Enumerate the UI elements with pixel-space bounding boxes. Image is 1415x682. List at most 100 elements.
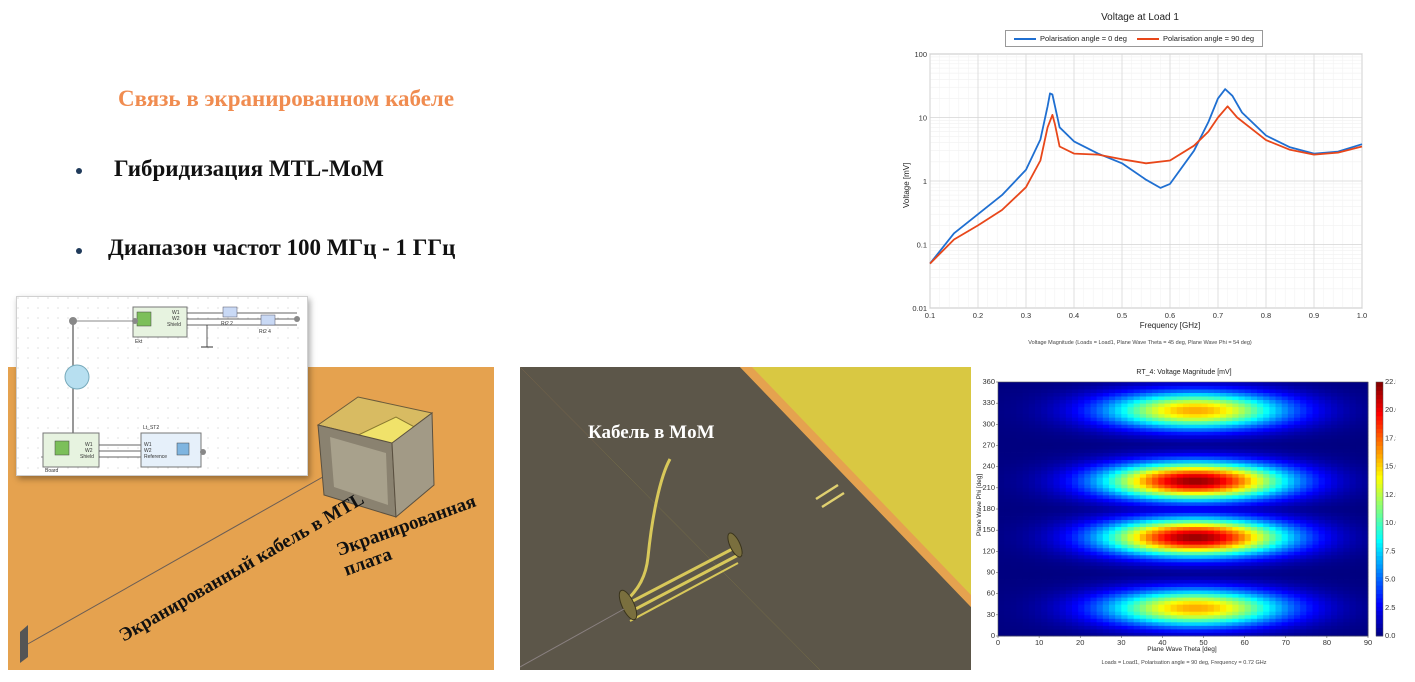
heatmap-cell xyxy=(1213,551,1221,556)
heatmap-cell xyxy=(1220,604,1227,609)
heatmap-cell xyxy=(1121,505,1128,510)
heatmap-cell xyxy=(1059,512,1067,517)
heatmap-cell xyxy=(1004,441,1011,446)
heatmap-cell xyxy=(1312,632,1320,637)
heatmap-cell xyxy=(1257,456,1264,461)
heatmap-cell xyxy=(1072,392,1079,397)
heatmap-cell xyxy=(1059,576,1067,580)
heatmap-cell xyxy=(1035,632,1042,637)
heatmap-cell xyxy=(1312,477,1320,482)
heatmap-cell xyxy=(1176,389,1184,393)
heatmap-cell xyxy=(1201,406,1209,411)
heatmap-cell xyxy=(1133,621,1141,626)
heatmap-cell xyxy=(1250,600,1258,605)
heatmap-cell xyxy=(1022,554,1030,559)
heatmap-cell xyxy=(998,396,1005,401)
heatmap-cell xyxy=(1294,618,1301,623)
heatmap-cell xyxy=(1207,551,1215,556)
heatmap-cell xyxy=(1331,568,1338,573)
heatmap-cell xyxy=(1146,632,1153,637)
heatmap-cell xyxy=(1152,382,1159,386)
heatmap-cell xyxy=(1096,547,1104,552)
heatmap-cell xyxy=(1207,463,1215,468)
heatmap-cell xyxy=(1053,385,1061,390)
heatmap-cell xyxy=(1127,540,1135,545)
heatmap-cell xyxy=(1281,445,1289,450)
heatmap-cell xyxy=(1102,526,1110,531)
heatmap-cell xyxy=(1287,420,1295,425)
heatmap-cell xyxy=(1158,396,1165,401)
heatmap-cell xyxy=(1361,459,1369,464)
heatmap-cell xyxy=(1072,579,1079,584)
heatmap-cell xyxy=(1244,614,1252,619)
heatmap-cell xyxy=(1355,614,1363,619)
heatmap-cell xyxy=(1238,568,1246,573)
heatmap-cell xyxy=(1355,473,1363,478)
heatmap-cell xyxy=(1170,547,1178,552)
heatmap-cell xyxy=(1146,593,1153,598)
heatmap-cell xyxy=(1170,413,1178,418)
heatmap-cell xyxy=(1331,551,1338,556)
heatmap-cell xyxy=(1139,494,1147,499)
heatmap-cell xyxy=(1275,512,1283,517)
heatmap-cell xyxy=(1158,579,1165,584)
heatmap-cell xyxy=(1281,551,1289,556)
heatmap-cell xyxy=(1263,406,1270,411)
heatmap-cell xyxy=(1244,392,1252,397)
heatmap-cell xyxy=(1078,413,1085,418)
heatmap-cell xyxy=(1004,501,1011,506)
mom-cable-label: Кабель в MoM xyxy=(588,422,715,443)
heatmap-cell xyxy=(1195,561,1202,566)
heatmap-cell xyxy=(1090,487,1098,492)
heatmap-cell xyxy=(1201,501,1209,506)
heatmap-cell xyxy=(1331,484,1338,489)
heatmap-cell xyxy=(1090,611,1098,616)
heatmap-cell xyxy=(1152,607,1159,612)
heatmap-cell xyxy=(1294,445,1301,450)
heatmap-cell xyxy=(1275,544,1283,549)
heatmap-cell xyxy=(1257,452,1264,457)
heatmap-cell xyxy=(1078,392,1085,397)
heatmap-cell xyxy=(1232,625,1239,630)
heatmap-cell xyxy=(1139,406,1147,411)
heatmap-cell xyxy=(1059,392,1067,397)
heatmap-cell xyxy=(1226,456,1233,461)
heatmap-cell xyxy=(1072,561,1079,566)
heatmap-cell xyxy=(1072,586,1079,591)
heatmap-cell xyxy=(1294,628,1301,633)
heatmap-cell xyxy=(1281,604,1289,609)
heatmap-cell xyxy=(1059,621,1067,626)
heatmap-cell xyxy=(1238,392,1246,397)
heatmap-cell xyxy=(1300,544,1307,549)
heatmap-cell xyxy=(1183,554,1190,559)
heatmap-cell xyxy=(1028,561,1036,566)
heatmap-cell xyxy=(1343,614,1350,619)
heatmap-cell xyxy=(1127,530,1135,535)
heatmap-cell xyxy=(1121,459,1128,464)
heatmap-cell xyxy=(1355,530,1363,535)
heatmap-cell xyxy=(1226,572,1233,577)
heatmap-cell xyxy=(1337,547,1344,552)
heatmap-cell xyxy=(1016,434,1024,439)
heatmap-cell xyxy=(1004,449,1011,453)
heatmap-cell xyxy=(1226,537,1233,542)
heatmap-cell xyxy=(1355,565,1363,570)
heatmap-cell xyxy=(1022,501,1030,506)
heatmap-cell xyxy=(1220,445,1227,450)
heatmap-cell xyxy=(1189,403,1196,408)
heatmap-cell xyxy=(1041,526,1048,531)
heatmap-cell xyxy=(1035,477,1042,482)
heatmap-cell xyxy=(1281,438,1289,443)
heatmap-cell xyxy=(1004,547,1011,552)
heatmap-cell xyxy=(1349,519,1357,524)
heatmap-cell xyxy=(1281,519,1289,524)
heatmap-cell xyxy=(1318,533,1326,538)
heatmap-cell xyxy=(1041,501,1048,506)
heatmap-cell xyxy=(1232,590,1239,595)
heatmap-cell xyxy=(1244,533,1252,538)
heatmap-x-tick-label: 60 xyxy=(1240,638,1248,647)
heatmap-cell xyxy=(1207,382,1215,386)
heatmap-cell xyxy=(1176,632,1184,637)
heatmap-cell xyxy=(1096,632,1104,637)
heatmap-cell xyxy=(1244,583,1252,588)
